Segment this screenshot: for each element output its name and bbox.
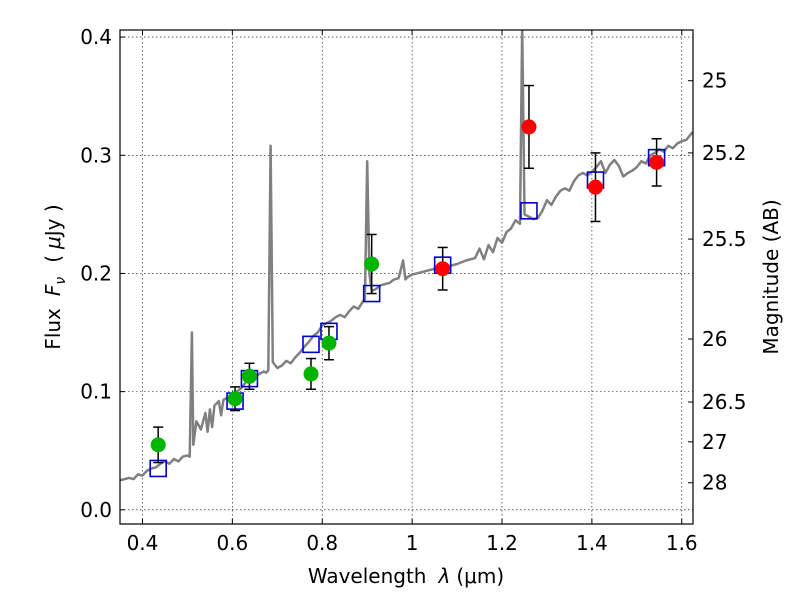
model-photometry-square: [302, 335, 320, 354]
x-tick-label: 0.8: [306, 531, 338, 555]
x-axis-label-unit: (μm): [456, 564, 504, 588]
error-bars: [153, 84, 662, 464]
x-tick-label: 1.4: [576, 531, 608, 555]
y-axis-label-open: (: [41, 255, 65, 263]
y-tick-label: 0.3: [80, 143, 112, 167]
x-tick-label: 1.2: [486, 531, 518, 555]
observed-optical-point: [321, 335, 337, 351]
y-axis-label-mu: μ: [41, 236, 65, 250]
magnitude-tick-label: 27: [702, 430, 727, 454]
y-tick-labels: 0.0 0.1 0.2 0.3 0.4: [80, 25, 112, 522]
x-tick-label: 0.4: [127, 531, 159, 555]
magnitude-tick-label: 26: [702, 327, 727, 351]
x-axis-label-symbol: λ: [438, 564, 451, 588]
observed-optical-point: [241, 368, 257, 384]
x-axis-label: Wavelength λ (μm): [308, 564, 504, 588]
magnitude-axis-label: Magnitude (AB): [759, 199, 783, 354]
observed-photometry-markers: [150, 119, 665, 453]
y-axis-label: Flux Fν ( μJy ): [41, 204, 69, 349]
plot-frame: [119, 29, 694, 525]
model-spectrum-line: [120, 30, 693, 482]
y-axis-label-symbol: F: [41, 284, 65, 296]
x-tick-labels: 0.4 0.6 0.8 1 1.2 1.4 1.6: [127, 531, 698, 555]
observed-optical-point: [227, 391, 243, 407]
observed-optical-point: [364, 256, 380, 272]
observed-nir-point: [649, 154, 665, 170]
y-tick-label: 0.1: [80, 380, 112, 404]
y-axis-label-subscript: ν: [53, 277, 69, 285]
y-tick-label: 0.0: [80, 498, 112, 522]
observed-nir-point: [587, 179, 603, 195]
magnitude-tick-labels: 25 25.2 25.5 26 26.5 27 28: [702, 69, 747, 495]
y-axis-label-text: Flux: [41, 308, 65, 350]
magnitude-tick-label: 25: [702, 69, 727, 93]
grid: [120, 30, 693, 524]
axis-ticks: [120, 30, 693, 524]
magnitude-tick-label: 25.2: [702, 141, 747, 165]
y-tick-label: 0.4: [80, 25, 112, 49]
magnitude-tick-label: 26.5: [702, 390, 747, 414]
observed-optical-point: [150, 437, 166, 453]
x-tick-label: 1: [406, 531, 419, 555]
magnitude-tick-label: 25.5: [702, 227, 747, 251]
observed-nir-point: [435, 261, 451, 277]
model-photometry-square: [520, 202, 538, 220]
y-axis-label-unit: Jy ): [41, 204, 65, 238]
x-tick-label: 0.6: [216, 531, 248, 555]
x-tick-label: 1.6: [666, 531, 698, 555]
x-axis-label-text: Wavelength: [308, 564, 427, 588]
observed-nir-point: [521, 119, 537, 135]
y-tick-label: 0.2: [80, 261, 112, 285]
magnitude-tick-label: 28: [702, 471, 727, 495]
observed-optical-point: [303, 366, 319, 382]
